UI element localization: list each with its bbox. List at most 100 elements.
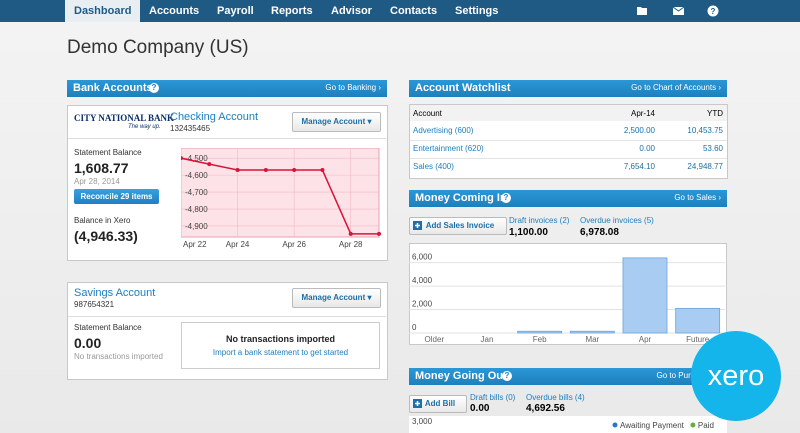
nav-tab[interactable]: Settings: [455, 5, 499, 17]
balance-chart: -4,500 -4,600 -4,700 -4,800 -4,900 Apr 22 Apr …: [181, 148, 381, 249]
empty-title: No transactions imported: [225, 334, 335, 344]
x-tick-label: Feb: [533, 335, 547, 344]
logo-text: xero: [708, 360, 764, 392]
help-icon: ?: [711, 7, 716, 16]
nav-icons[interactable]: ?: [636, 5, 726, 17]
x-tick-label: Apr 22: [183, 240, 207, 249]
label: Statement Balance: [74, 323, 142, 332]
reconcile-button[interactable]: Reconcile 29 items: [74, 189, 159, 204]
column-header: YTD: [707, 109, 723, 118]
x-tick-label: Mar: [585, 335, 599, 344]
point: [263, 168, 268, 173]
amount: 6,978.08: [580, 227, 619, 238]
link[interactable]: Overdue invoices (5): [580, 216, 654, 225]
label: Balance in Xero: [74, 216, 131, 225]
table-cell: 53.60: [702, 144, 723, 153]
y-tick-label: 6,000: [412, 253, 433, 262]
link[interactable]: Draft invoices (2): [509, 216, 570, 225]
manage-button[interactable]: Manage Account ▾: [292, 112, 381, 132]
y-tick-label: -4,800: [185, 205, 208, 214]
y-tick-label: -4,900: [185, 222, 208, 231]
table-cell[interactable]: Advertising (600): [413, 126, 474, 135]
row-divider: [410, 158, 727, 159]
page-title: Demo Company (US): [67, 37, 249, 58]
x-tick-label: Apr: [639, 335, 652, 344]
link[interactable]: Draft bills (0): [470, 393, 516, 402]
add-invoice-button[interactable]: Add Sales Invoice: [409, 217, 507, 235]
help-icon[interactable]: ?: [501, 193, 511, 203]
help-icon[interactable]: ?: [149, 83, 159, 93]
table-cell: 24,948.77: [687, 162, 723, 171]
x-tick-label: Older: [425, 335, 445, 344]
button-label: Add Bill: [424, 399, 456, 408]
nav-tab[interactable]: Accounts: [149, 5, 200, 17]
account-name[interactable]: Savings Account: [74, 287, 156, 299]
nav-tab[interactable]: Dashboard: [65, 0, 141, 22]
column-header: Apr-14: [630, 109, 655, 118]
table-cell: 2,500.00: [623, 126, 655, 135]
divider: [68, 316, 386, 317]
x-tick-label: Apr 24: [226, 240, 250, 249]
x-tick-label: Jan: [481, 335, 494, 344]
amount: 4,692.56: [526, 403, 565, 414]
column-header: Account: [413, 109, 442, 118]
y-tick-label: 2,000: [412, 300, 433, 309]
point: [320, 168, 325, 173]
button-label: Add Sales Invoice: [425, 221, 495, 230]
y-tick-label: 0: [412, 323, 417, 332]
plus-icon: [413, 221, 422, 230]
money-out-chart: 3,000 Awaiting Payment Paid: [409, 416, 727, 433]
y-tick-label: -4,500: [185, 154, 208, 163]
nav-tab[interactable]: Payroll: [217, 5, 254, 17]
table-cell[interactable]: Entertainment (620): [413, 144, 484, 153]
table-header: [410, 105, 727, 121]
point: [292, 168, 297, 173]
x-tick-label: Apr 26: [282, 240, 306, 249]
y-tick-label: 3,000: [412, 417, 433, 426]
legend-label: Paid: [698, 421, 714, 430]
amount: 0.00: [470, 403, 490, 414]
x-tick-label: Future: [686, 335, 710, 344]
table-cell: 10,453.75: [687, 126, 723, 135]
table-cell[interactable]: Sales (400): [413, 162, 454, 171]
section-header: Bank Accounts ? Go to Banking ›: [67, 80, 387, 97]
plus-icon: [413, 399, 422, 408]
row-divider: [410, 140, 727, 141]
link[interactable]: Go to Chart of Accounts ›: [631, 83, 721, 92]
table-cell: 0.00: [639, 144, 655, 153]
statement-balance: 1,608.77: [74, 160, 129, 176]
table-cell: 7,654.10: [623, 162, 655, 171]
nav-tab[interactable]: Contacts: [390, 5, 438, 17]
xero-logo: xero: [691, 331, 781, 421]
nav-tab[interactable]: Advisor: [331, 5, 372, 17]
point: [181, 156, 183, 161]
line: [181, 157, 379, 235]
bank-logo: CITY NATIONAL BANK: [74, 113, 175, 123]
account-name[interactable]: Checking Account: [170, 111, 259, 123]
manage-button[interactable]: Manage Account ▾: [292, 288, 381, 308]
point: [348, 231, 353, 236]
chart-frame: [409, 243, 727, 345]
x-tick-label: Apr 28: [339, 240, 363, 249]
y-tick-label: -4,600: [185, 171, 208, 180]
point: [207, 162, 212, 167]
y-tick-label: -4,700: [185, 188, 208, 197]
section-header: Account Watchlist Go to Chart of Account…: [409, 80, 727, 97]
link[interactable]: Go to Sales ›: [674, 193, 721, 202]
bank-tagline: The way up.: [128, 124, 161, 130]
plot-area: [181, 148, 380, 238]
link[interactable]: Overdue bills (4): [526, 393, 585, 402]
section-title: Account Watchlist: [415, 82, 511, 94]
nav-tab[interactable]: Reports: [271, 5, 313, 17]
help-icon[interactable]: ?: [502, 371, 512, 381]
link[interactable]: Import a bank statement to get started: [212, 348, 349, 357]
statement-date: Apr 28, 2014: [74, 177, 120, 186]
section-title: Money Coming In: [415, 192, 507, 204]
account-number: 987654321: [74, 300, 115, 309]
legend-swatch: [612, 422, 618, 428]
link[interactable]: Go to Banking ›: [325, 83, 381, 92]
legend-swatch: [690, 422, 696, 428]
link[interactable]: Go to Purchases ›: [656, 371, 721, 380]
add-bill-button[interactable]: Add Bill: [409, 395, 467, 413]
